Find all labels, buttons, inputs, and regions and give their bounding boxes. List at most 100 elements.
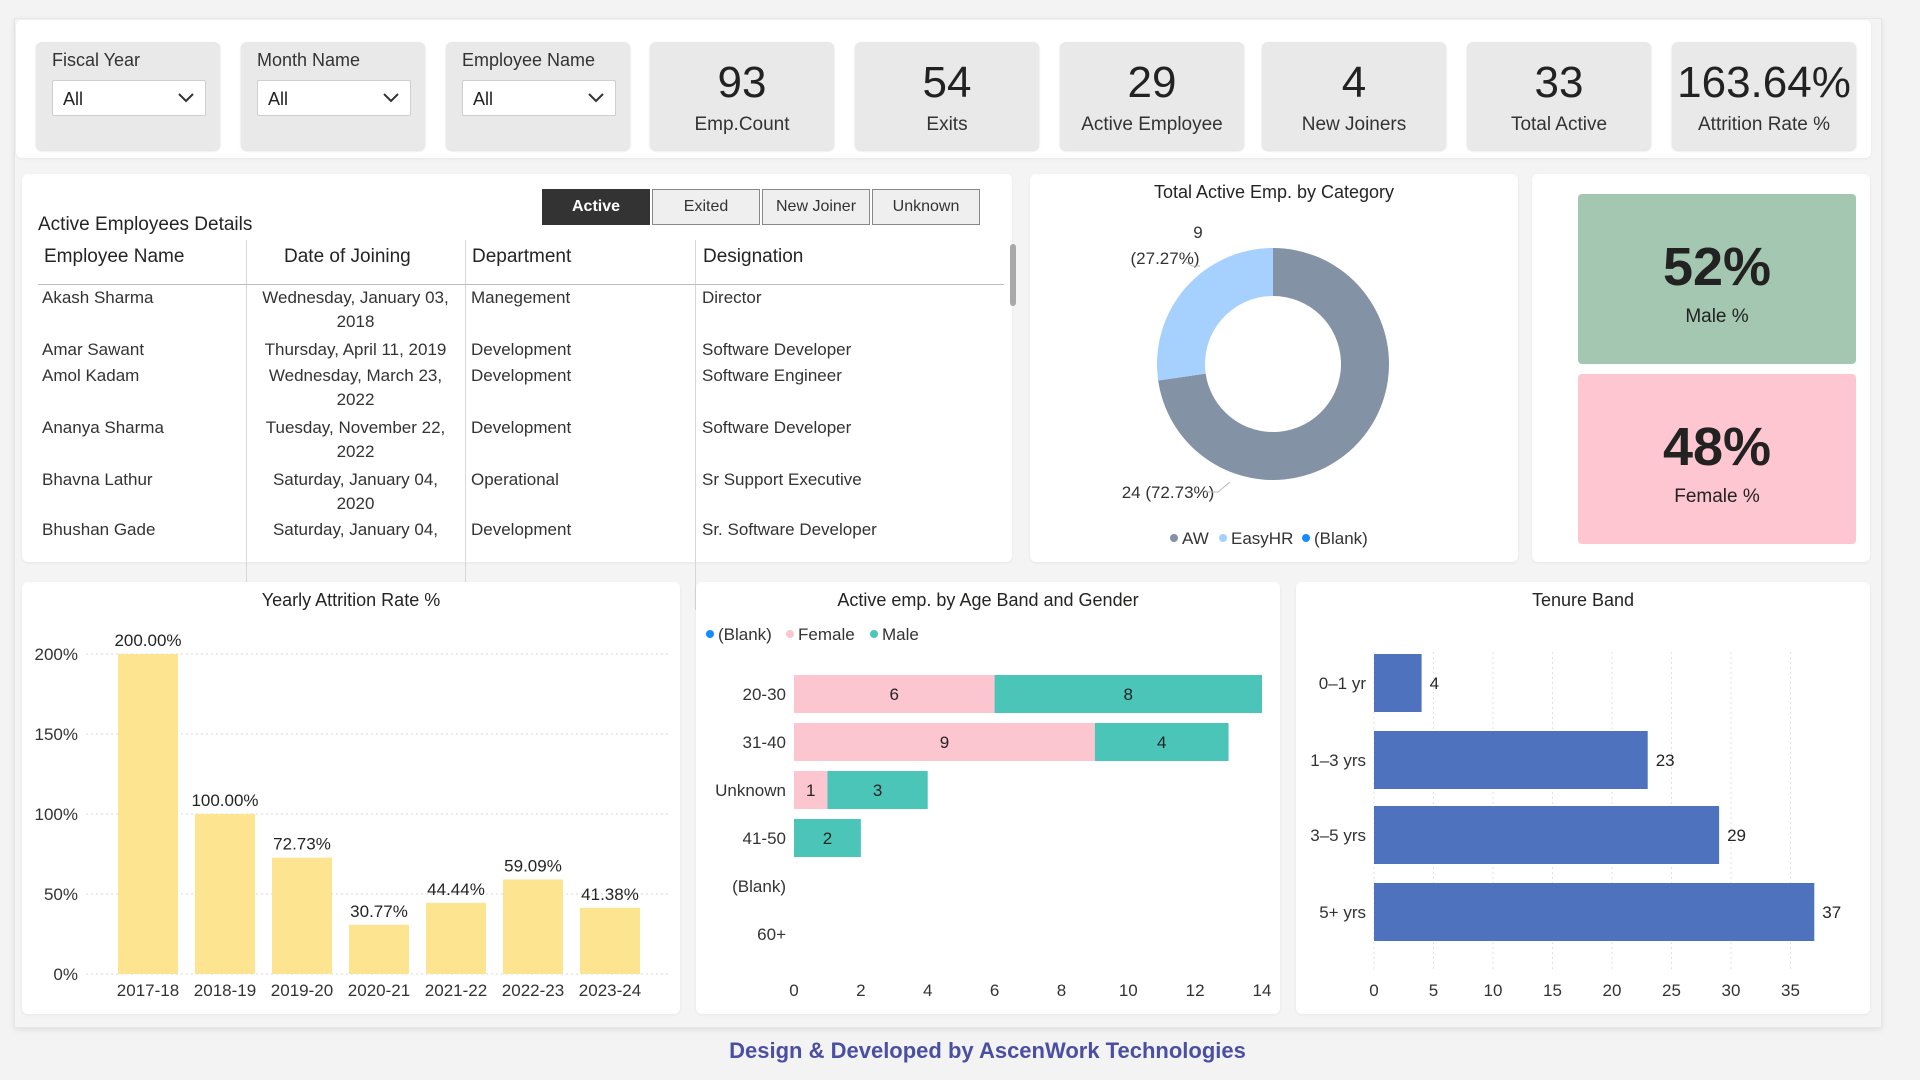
- legend-item: (Blank): [718, 625, 772, 644]
- tab-unknown[interactable]: Unknown: [872, 189, 980, 225]
- bar: [195, 814, 255, 974]
- bar: [580, 907, 640, 974]
- column-header-designation[interactable]: Designation: [703, 246, 804, 267]
- x-tick-label: 10: [1119, 981, 1138, 1000]
- kpi-exits: 54 Exits: [855, 42, 1039, 150]
- chevron-down-icon[interactable]: [380, 87, 402, 109]
- chevron-down-icon[interactable]: [175, 87, 197, 109]
- column-header-department[interactable]: Department: [472, 246, 572, 267]
- y-category-label: 31-40: [743, 733, 786, 752]
- slice-label-count: 9: [1193, 223, 1202, 242]
- x-tick-label: 0: [1369, 981, 1378, 1000]
- kpi-value: 4: [1341, 58, 1367, 107]
- y-category-label: 41-50: [743, 829, 786, 848]
- male-percent-box: 52% Male %: [1578, 194, 1856, 364]
- column-header-date-of-joining[interactable]: Date of Joining: [284, 246, 411, 267]
- slicer-title: Month Name: [257, 50, 361, 70]
- cell-date: Saturday, January 04, 2020: [248, 468, 463, 516]
- kpi-label: Attrition Rate %: [1698, 114, 1830, 135]
- y-category-label: 1–3 yrs: [1310, 751, 1366, 770]
- bar: [426, 902, 486, 974]
- bar: [118, 654, 178, 974]
- x-tick-label: 35: [1781, 981, 1800, 1000]
- column-header-employee-name[interactable]: Employee Name: [44, 246, 185, 267]
- y-tick-label: 0%: [53, 965, 78, 984]
- cell-date-line: Saturday, January 04,: [272, 520, 439, 539]
- chart-title: Active emp. by Age Band and Gender: [837, 590, 1139, 610]
- x-tick-label: 12: [1186, 981, 1205, 1000]
- slicer-value: All: [473, 89, 494, 109]
- header-divider: [38, 284, 1004, 285]
- legend-marker: [870, 630, 878, 638]
- table-title: Active Employees Details: [38, 214, 253, 235]
- cell-department: Manegement: [471, 288, 571, 307]
- cell-designation: Software Engineer: [702, 366, 842, 385]
- kpi-value: 54: [922, 58, 972, 107]
- legend-marker: [786, 630, 794, 638]
- cell-date-line: 2020: [336, 494, 375, 513]
- cell-department: Development: [471, 366, 572, 385]
- y-category-label: 60+: [757, 925, 786, 944]
- fiscal-year-dropdown[interactable]: All: [52, 80, 206, 116]
- x-tick-label: 2019-20: [271, 981, 333, 1000]
- tab-exited[interactable]: Exited: [652, 189, 760, 225]
- chevron-down-icon[interactable]: [585, 87, 607, 109]
- female-percent-value: 48%: [1662, 417, 1772, 477]
- bar-segment: [794, 723, 1095, 761]
- x-tick-label: 6: [990, 981, 999, 1000]
- y-category-label: (Blank): [732, 877, 786, 896]
- yearly-attrition-chart: 0% 50% 100% 150% 200% 200.00% 2017-18 100.00% 20…: [35, 631, 670, 1000]
- employee-name-dropdown[interactable]: All: [462, 80, 616, 116]
- data-label: 4: [1430, 674, 1439, 693]
- bar: [349, 924, 409, 974]
- x-tick-label: 4: [923, 981, 932, 1000]
- cell-employee-name: Amar Sawant: [42, 340, 145, 359]
- cell-designation: Sr Support Executive: [702, 470, 862, 489]
- x-tick-label: 25: [1662, 981, 1681, 1000]
- cell-date-line: 2018: [336, 312, 375, 331]
- kpi-label: Exits: [926, 114, 968, 135]
- month-name-slicer[interactable]: Month Name All: [241, 42, 425, 150]
- legend-marker: [1219, 534, 1227, 542]
- cell-date: Wednesday, March 23, 2022: [248, 364, 463, 412]
- footer-credit: Design & Developed by AscenWork Technolo…: [729, 1038, 1246, 1063]
- x-tick-label: 30: [1722, 981, 1741, 1000]
- month-name-dropdown[interactable]: All: [257, 80, 411, 116]
- data-label: 29: [1727, 826, 1746, 845]
- yearly-attrition-card: Yearly Attrition Rate % 0% 50% 100% 150% 200…: [22, 582, 680, 1014]
- kpi-value: 93: [717, 58, 767, 107]
- chart-title: Yearly Attrition Rate %: [261, 590, 441, 610]
- tab-active[interactable]: Active: [542, 189, 650, 225]
- y-tick-label: 150%: [35, 725, 78, 744]
- kpi-emp-count: 93 Emp.Count: [650, 42, 834, 150]
- cell-employee-name: Amol Kadam: [42, 366, 140, 385]
- y-tick-label: 200%: [35, 645, 78, 664]
- bar: [1374, 806, 1720, 864]
- slicer-title: Employee Name: [462, 50, 596, 70]
- fiscal-year-slicer[interactable]: Fiscal Year All: [36, 42, 220, 150]
- bar-segment: [994, 675, 1262, 713]
- column-divider: [465, 240, 466, 610]
- legend-item: Female: [798, 625, 855, 644]
- tab-new-joiner[interactable]: New Joiner: [762, 189, 870, 225]
- cell-date: Tuesday, November 22, 2022: [248, 416, 463, 464]
- chart-title: Total Active Emp. by Category: [1153, 182, 1395, 202]
- kpi-label: Emp.Count: [694, 114, 790, 135]
- slicer-title: Fiscal Year: [52, 50, 141, 70]
- x-tick-label: 2020-21: [348, 981, 410, 1000]
- cell-date-line: Wednesday, January 03,: [262, 288, 449, 307]
- legend-marker: [1302, 534, 1310, 542]
- employee-name-slicer[interactable]: Employee Name All: [446, 42, 630, 150]
- bar-segment: [794, 771, 828, 809]
- kpi-value: 33: [1534, 58, 1584, 107]
- table-scrollbar[interactable]: [1010, 244, 1016, 306]
- kpi-total-active: 33 Total Active: [1467, 42, 1651, 150]
- data-label: 8: [1124, 685, 1133, 704]
- bar: [1374, 731, 1648, 789]
- legend-item: EasyHR: [1231, 529, 1293, 548]
- y-tick-label: 50%: [44, 885, 78, 904]
- cell-designation: Sr. Software Developer: [702, 520, 877, 539]
- data-label: 100.00%: [191, 791, 258, 810]
- cell-employee-name: Ananya Sharma: [42, 418, 164, 437]
- data-label: 59.09%: [504, 856, 562, 875]
